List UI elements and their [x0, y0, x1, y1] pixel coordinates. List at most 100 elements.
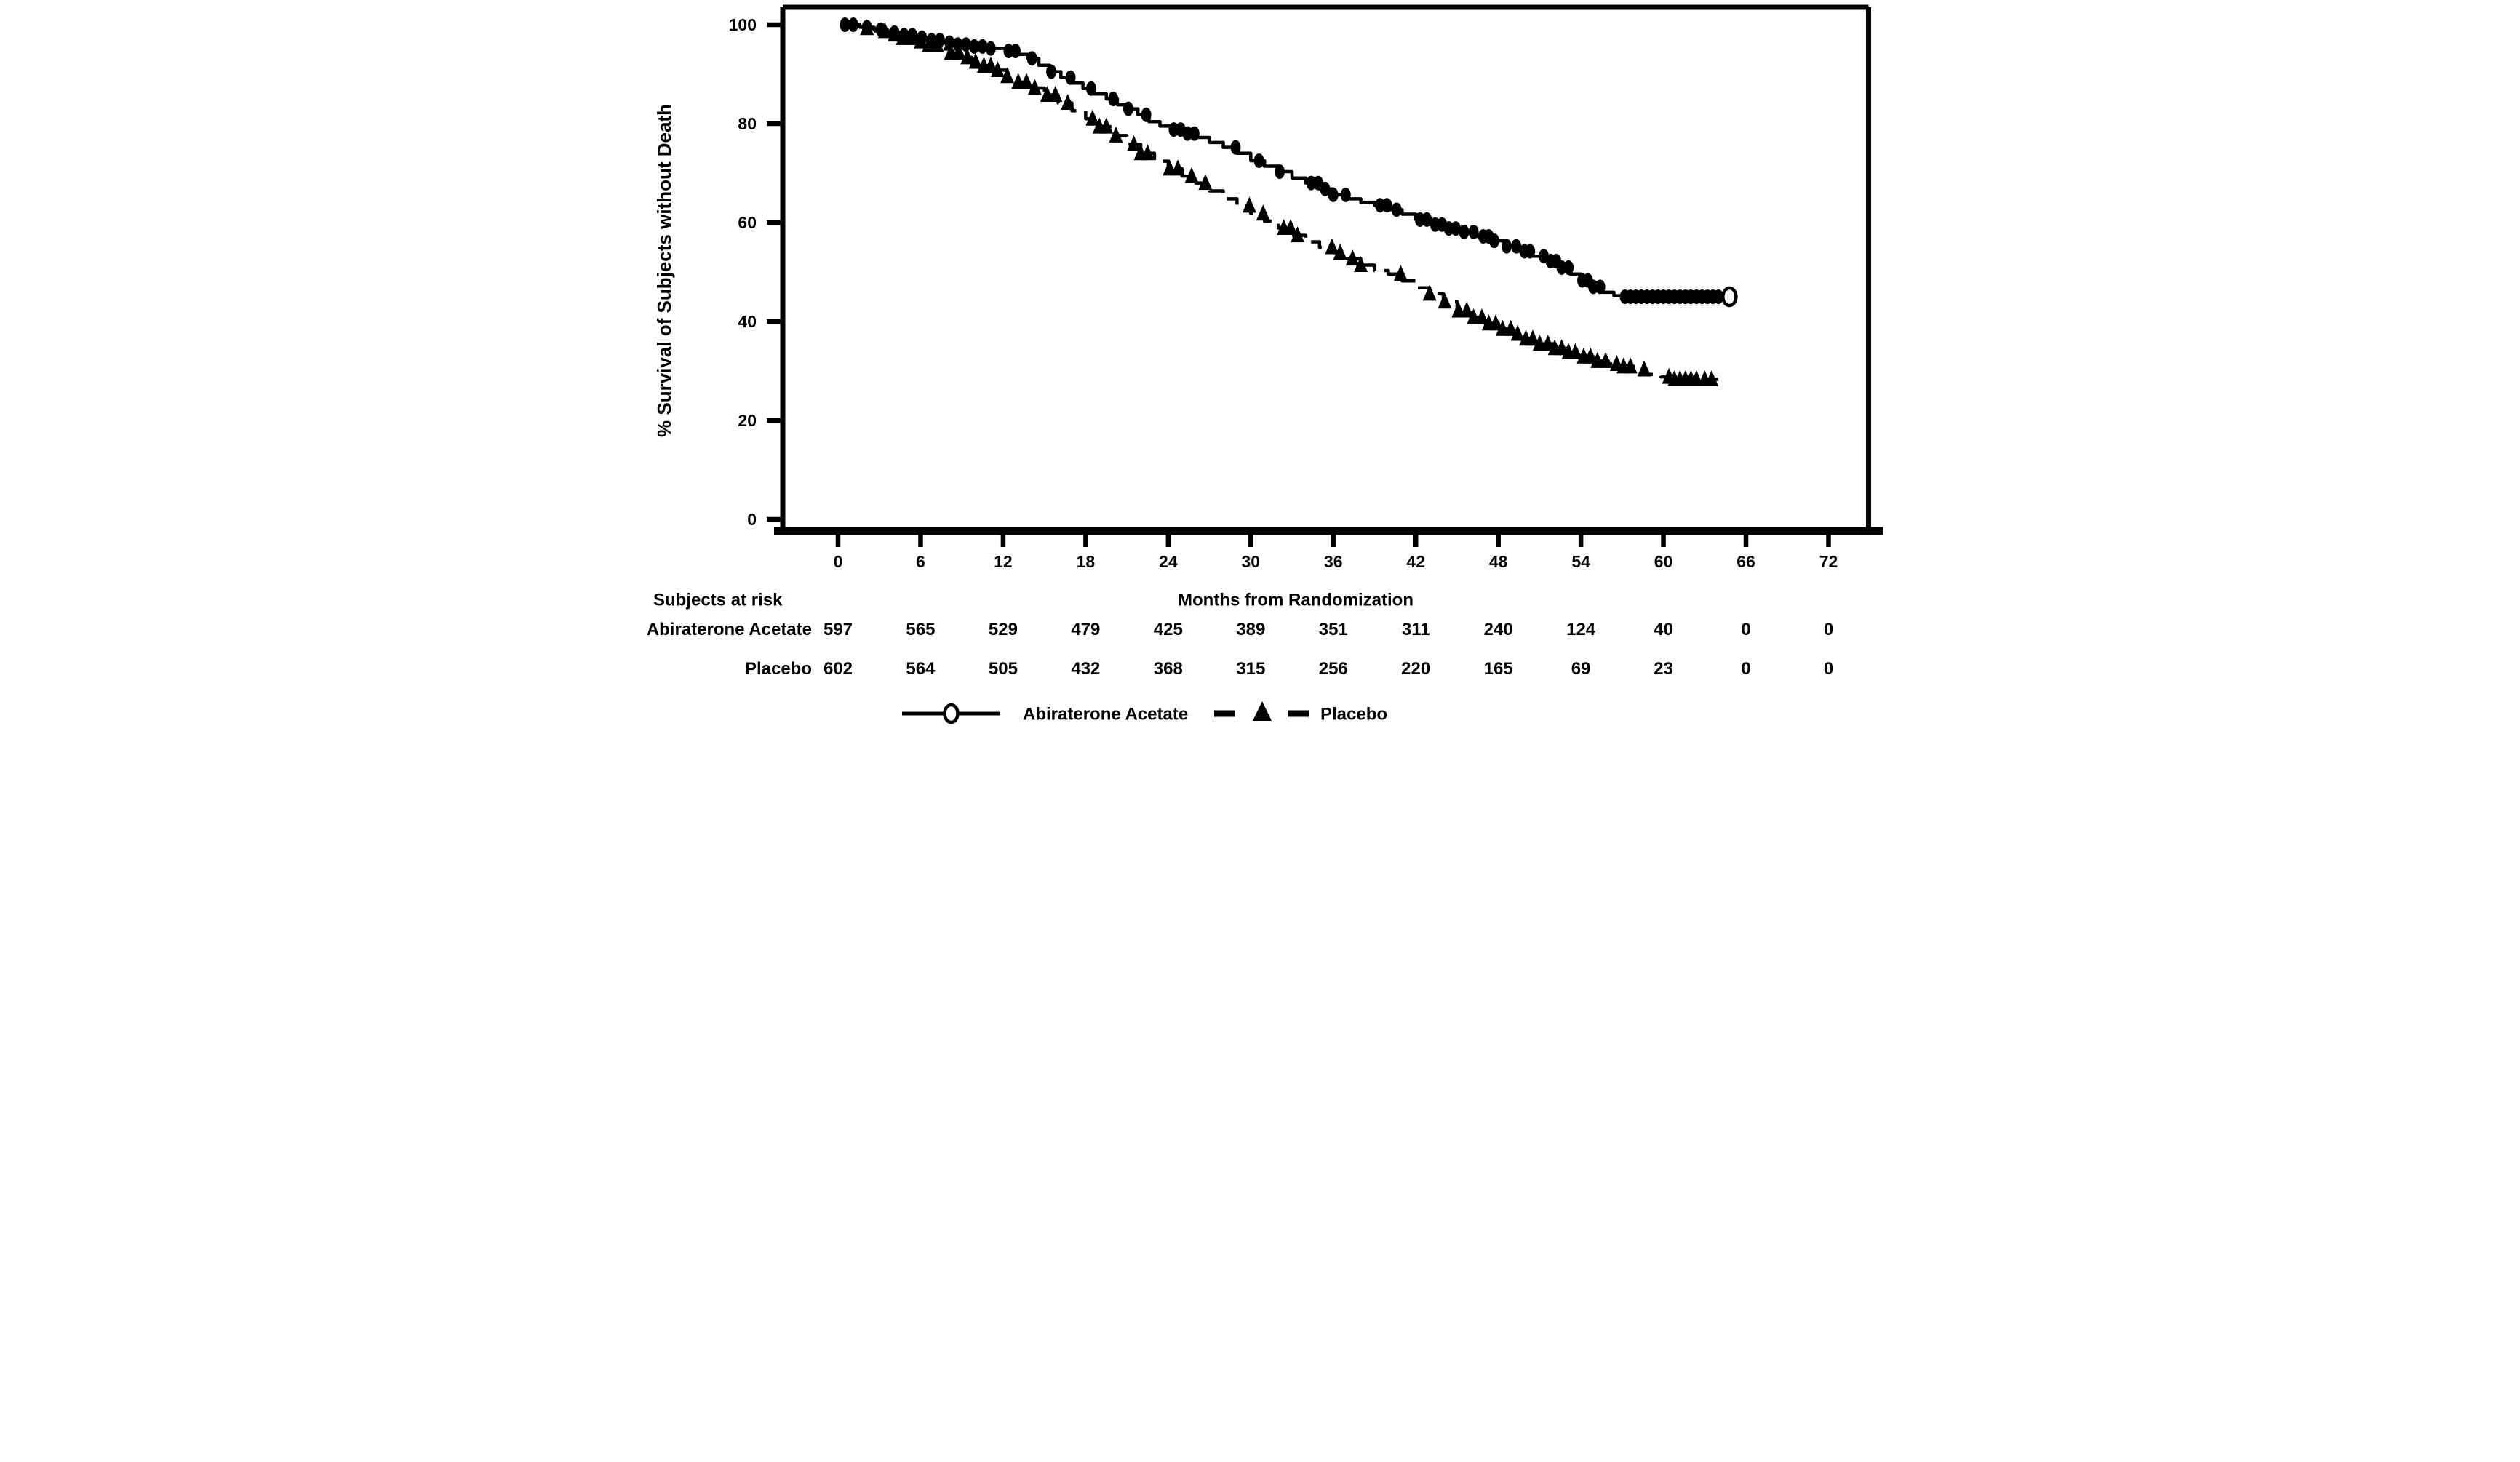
risk-count: 0	[1741, 659, 1750, 679]
censor-mark-circle	[960, 37, 971, 52]
censor-mark-circle	[1141, 107, 1152, 122]
risk-count: 311	[1402, 620, 1430, 639]
legend: Abiraterone Acetate Placebo	[902, 701, 1387, 724]
censor-mark-triangle	[1127, 135, 1141, 152]
y-tick-label: 80	[738, 114, 757, 133]
censor-mark-triangle	[1256, 204, 1270, 221]
risk-count: 0	[1824, 659, 1833, 679]
censor-mark-triangle	[1510, 324, 1525, 341]
censor-mark-triangle	[984, 56, 998, 73]
series-abiraterone	[840, 17, 1738, 308]
censor-mark-triangle	[990, 61, 1005, 78]
x-tick-label: 36	[1324, 552, 1343, 571]
risk-count: 0	[1824, 620, 1833, 639]
censor-mark-circle	[1422, 212, 1432, 227]
x-tick-label: 54	[1571, 552, 1590, 571]
censor-mark-circle	[1320, 181, 1331, 196]
y-tick-label: 40	[738, 312, 757, 331]
censor-mark-triangle	[1637, 360, 1651, 377]
censor-mark-circle	[1459, 224, 1470, 239]
x-tick-label: 66	[1737, 552, 1755, 571]
censor-mark-triangle	[1526, 329, 1540, 346]
censor-mark-circle	[1123, 101, 1133, 116]
series-placebo	[840, 19, 1719, 387]
censor-mark-circle	[1010, 44, 1021, 59]
censor-mark-circle	[1511, 239, 1522, 254]
x-tick-label: 48	[1489, 552, 1508, 571]
censor-mark-triangle	[1475, 308, 1489, 325]
censor-mark-circle	[1253, 153, 1264, 168]
censor-mark-triangle	[960, 48, 975, 65]
censor-mark-triangle	[1704, 370, 1719, 387]
censor-mark-triangle	[968, 52, 983, 69]
censor-mark-triangle	[1048, 86, 1063, 103]
risk-table-heading: Subjects at risk	[653, 591, 783, 610]
censor-mark-circle	[1275, 164, 1285, 179]
censor-mark-triangle	[1171, 159, 1185, 176]
censor-mark-circle	[1340, 187, 1351, 202]
censor-mark-circle	[848, 17, 858, 32]
risk-count: 315	[1236, 659, 1265, 679]
censor-mark-triangle	[1184, 167, 1199, 183]
censor-mark-circle	[1713, 289, 1724, 304]
censor-mark-circle	[1046, 64, 1057, 79]
censor-mark-triangle	[1099, 117, 1114, 134]
risk-count: 0	[1741, 620, 1750, 639]
censor-mark-circle	[917, 30, 928, 45]
censor-mark-circle	[944, 35, 955, 50]
censor-mark-circle	[889, 25, 900, 40]
risk-count: 40	[1654, 620, 1673, 639]
censor-mark-circle	[1328, 187, 1339, 202]
censor-mark-circle	[1381, 198, 1392, 213]
censor-mark-circle	[1065, 70, 1076, 85]
censor-mark-circle	[1189, 126, 1200, 141]
censor-mark-triangle	[1325, 238, 1339, 255]
y-tick-label: 20	[738, 411, 757, 430]
censor-mark-circle	[969, 39, 980, 54]
legend-label-abiraterone: Abiraterone Acetate	[1023, 705, 1188, 724]
survival-step-line	[840, 23, 1719, 381]
censor-mark-triangle	[1598, 351, 1613, 368]
censor-mark-circle	[861, 20, 872, 35]
censor-mark-circle	[1391, 202, 1402, 217]
censor-mark-triangle	[1085, 109, 1100, 126]
x-tick-label: 30	[1241, 552, 1260, 571]
censor-mark-triangle	[1583, 347, 1598, 364]
y-tick-label: 100	[729, 15, 757, 34]
censor-mark-triangle	[1019, 73, 1034, 89]
x-tick-label: 12	[994, 552, 1013, 571]
censor-mark-triangle	[1000, 67, 1015, 84]
censor-mark-circle	[1595, 279, 1606, 295]
censor-mark-triangle	[1422, 284, 1437, 301]
risk-count: 425	[1154, 620, 1183, 639]
censor-mark-triangle	[1504, 319, 1518, 336]
risk-count: 240	[1484, 620, 1513, 639]
risk-count: 529	[989, 620, 1018, 639]
censor-mark-circle	[840, 17, 850, 32]
censor-mark-circle	[1488, 233, 1499, 249]
risk-count: 565	[906, 620, 935, 639]
censor-mark-circle	[1108, 92, 1119, 106]
censor-mark-triangle	[1333, 243, 1347, 260]
censor-mark-triangle	[1438, 292, 1452, 309]
risk-count: 165	[1484, 659, 1513, 679]
censor-mark-triangle	[1541, 335, 1555, 351]
risk-count: 69	[1571, 659, 1591, 679]
x-tick-label: 6	[916, 552, 925, 571]
risk-count: 368	[1154, 659, 1183, 679]
risk-count: 479	[1071, 620, 1100, 639]
km-chart: 0 20 40 60 80 100 0 6 12 18 24 30 36 42 48 54 60 66 72 % …	[630, 0, 1890, 731]
censor-mark-circle	[907, 28, 918, 43]
censor-mark-circle	[952, 37, 963, 52]
censor-mark-circle	[875, 22, 886, 37]
censor-mark-triangle	[1027, 79, 1042, 95]
censor-mark-circle	[1468, 224, 1479, 239]
censor-mark-triangle	[1459, 301, 1474, 318]
censor-mark-triangle	[1198, 174, 1213, 191]
legend-triangle-icon	[1253, 701, 1272, 721]
risk-count: 351	[1319, 620, 1348, 639]
y-tick-label: 60	[738, 213, 757, 232]
censor-mark-triangle	[1623, 357, 1638, 374]
risk-count: 23	[1654, 659, 1673, 679]
censor-mark-circle	[977, 39, 988, 54]
